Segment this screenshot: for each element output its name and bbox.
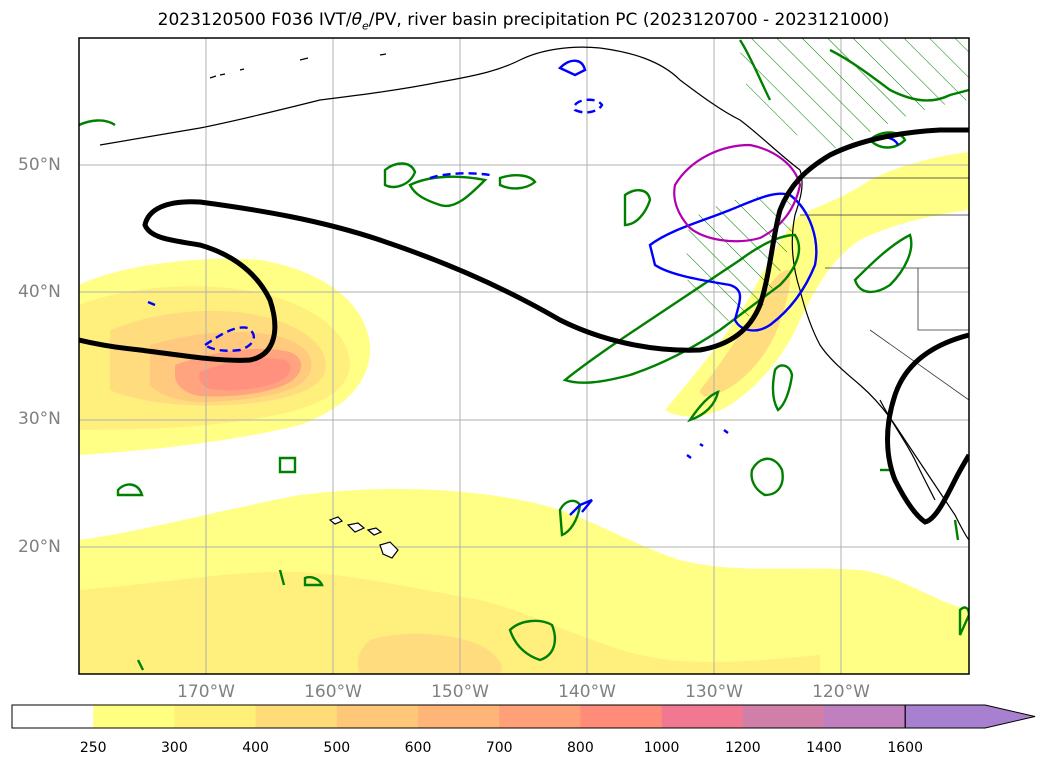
lat-tick-label-50n: 50°N xyxy=(18,155,61,175)
map-frame xyxy=(78,37,970,675)
aleutian-islands xyxy=(209,53,387,79)
lat-tick-label-40n: 40°N xyxy=(18,282,61,302)
theta-e-contours xyxy=(79,127,969,525)
colorbar-tick-label: 300 xyxy=(161,740,188,756)
ivt-shade-plume-core xyxy=(199,358,291,391)
map-plot-area xyxy=(79,38,969,674)
colorbar-segment xyxy=(661,705,744,728)
colorbar-segment xyxy=(336,705,419,728)
lon-tick-label-130w: 130°W xyxy=(685,682,743,702)
lat-tick-label-30n: 30°N xyxy=(18,409,61,429)
colorbar xyxy=(11,704,1036,729)
graticule xyxy=(79,38,969,674)
colorbar-tick-label: 1400 xyxy=(806,740,842,756)
colorbar-tick-label: 700 xyxy=(485,740,513,756)
colorbar-tick-label: 1000 xyxy=(643,740,680,756)
alaska-coast xyxy=(99,46,801,171)
lon-tick-label-150w: 150°W xyxy=(431,682,489,702)
precip-pc-contours xyxy=(147,59,900,516)
colorbar-segment xyxy=(742,705,825,728)
colorbar-tick-label: 1200 xyxy=(724,740,761,756)
colorbar-segment xyxy=(12,705,94,728)
lon-tick-label-120w: 120°W xyxy=(812,682,870,702)
colorbar-tick-label: 600 xyxy=(404,740,432,756)
ivt-shade-southern-core xyxy=(357,633,502,674)
colorbar-tick-label: 250 xyxy=(79,740,107,756)
colorbar-tick-label: 800 xyxy=(567,740,594,756)
lat-tick-label-20n: 20°N xyxy=(18,537,61,557)
colorbar-segment xyxy=(580,705,663,728)
colorbar-frame xyxy=(11,704,906,729)
colorbar-extend-arrow xyxy=(904,704,1036,729)
map-title: 2023120500 F036 IVT/θe/PV, river basin p… xyxy=(157,10,890,33)
hawaii-islands xyxy=(328,516,399,559)
ivt-shade-southern-band-inner xyxy=(79,571,820,674)
pv-contours xyxy=(79,39,969,671)
colorbar-segment xyxy=(418,705,500,728)
lon-tick-label-170w: 170°W xyxy=(177,682,235,702)
lon-tick-label-160w: 160°W xyxy=(304,682,362,702)
colorbar-segment xyxy=(174,705,257,728)
state-borders xyxy=(800,177,969,401)
lon-tick-label-140w: 140°W xyxy=(558,682,616,702)
colorbar-tick-label: 1600 xyxy=(887,740,924,756)
colorbar-tick-label: 400 xyxy=(242,740,269,756)
ivt-shade-coast-mid xyxy=(700,269,791,397)
colorbar-segment xyxy=(93,705,175,728)
colorbar-segment xyxy=(499,705,581,728)
colorbar-segment xyxy=(255,705,338,728)
colorbar-tick-label: 500 xyxy=(323,740,351,756)
magenta-contour xyxy=(673,143,802,243)
colorbar-segment xyxy=(824,705,906,728)
